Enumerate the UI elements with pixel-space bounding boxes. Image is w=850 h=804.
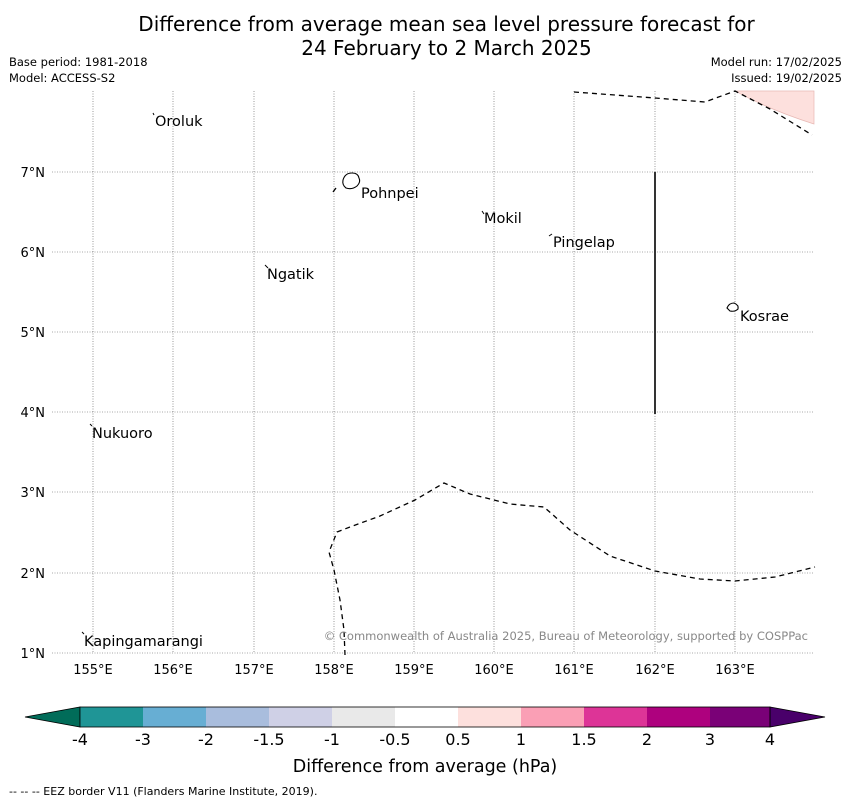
model-run: Model run: 17/02/2025 (710, 55, 842, 69)
colorbar-tick: -0.5 (379, 730, 410, 749)
chart-title: Difference from average mean sea level p… (0, 12, 850, 60)
colorbar-segment (269, 707, 332, 727)
islands (342, 172, 739, 312)
colorbar-tick: -4 (72, 730, 88, 749)
longitude-labels: 155°E 156°E 157°E 158°E 159°E 160°E 161°… (73, 663, 755, 678)
place-labels: Oroluk Pohnpei Mokil Pingelap Ngatik Kos… (84, 114, 789, 650)
base-period: Base period: 1981-2018 (9, 55, 148, 69)
colorbar-segment (206, 707, 269, 727)
lat-label: 2°N (21, 567, 46, 582)
colorbar-high-extension (769, 706, 826, 728)
colorbar-segment (332, 707, 395, 727)
place-kapingamarangi: Kapingamarangi (84, 634, 203, 650)
colorbar-tick: 3 (705, 730, 715, 749)
place-mokil: Mokil (484, 211, 522, 227)
atoll-marks (81, 112, 553, 635)
meta-left: Base period: 1981-2018 Model: ACCESS-S2 (9, 54, 148, 86)
place-ngatik: Ngatik (267, 267, 315, 283)
place-pingelap: Pingelap (553, 235, 615, 251)
lat-label: 4°N (21, 406, 46, 421)
colorbar-tick-labels: -4 -3 -2 -1.5 -1 -0.5 0.5 1 1.5 2 3 4 (72, 730, 775, 749)
place-oroluk: Oroluk (155, 114, 203, 130)
title-line-2: 24 February to 2 March 2025 (301, 36, 592, 60)
lon-label: 159°E (394, 663, 434, 678)
colorbar-tick: 2 (642, 730, 652, 749)
colorbar-outline (79, 706, 771, 728)
colorbar-segment (143, 707, 206, 727)
colorbar-segment (647, 707, 710, 727)
colorbar-segment (80, 707, 143, 727)
colorbar-tick: 0.5 (445, 730, 470, 749)
title-line-1: Difference from average mean sea level p… (138, 12, 755, 36)
map-panel: Oroluk Pohnpei Mokil Pingelap Ngatik Kos… (21, 90, 816, 678)
lon-label: 158°E (314, 663, 354, 678)
colorbar-label: Difference from average (hPa) (293, 757, 558, 777)
model-name: Model: ACCESS-S2 (9, 71, 116, 85)
pohnpei-island-shape (342, 172, 361, 190)
lon-label: 163°E (715, 663, 755, 678)
lon-label: 155°E (73, 663, 113, 678)
copyright-note: © Commonwealth of Australia 2025, Bureau… (324, 629, 808, 643)
colorbar-tick: 1.5 (571, 730, 596, 749)
lat-label: 6°N (21, 246, 46, 261)
latitude-labels: 7°N 6°N 5°N 4°N 3°N 2°N 1°N (21, 166, 46, 662)
lon-label: 161°E (554, 663, 594, 678)
graticule (52, 91, 814, 654)
colorbar-low-extension (24, 706, 81, 728)
lon-label: 162°E (635, 663, 675, 678)
lon-label: 156°E (153, 663, 193, 678)
place-pohnpei: Pohnpei (361, 186, 419, 202)
lon-label: 160°E (474, 663, 514, 678)
colorbar-segment (584, 707, 647, 727)
meta-right: Model run: 17/02/2025 Issued: 19/02/2025 (711, 54, 842, 86)
colorbar-tick: -2 (198, 730, 214, 749)
lon-label: 157°E (234, 663, 274, 678)
colorbar-tick: -1 (324, 730, 340, 749)
colorbar-tick: 1 (516, 730, 526, 749)
colorbar-tick: 4 (765, 730, 775, 749)
eez-footnote: -- -- -- EEZ border V11 (Flanders Marine… (9, 785, 318, 798)
kosrae-island-shape (726, 302, 739, 312)
colorbar: -4 -3 -2 -1.5 -1 -0.5 0.5 1 1.5 2 3 4 Di… (24, 706, 826, 777)
issued-date: Issued: 19/02/2025 (731, 71, 842, 85)
colorbar-segment (395, 707, 458, 727)
positive-anomaly-area (734, 90, 815, 125)
lat-label: 1°N (21, 647, 46, 662)
colorbar-tick: -1.5 (253, 730, 284, 749)
place-nukuoro: Nukuoro (92, 426, 153, 442)
colorbar-segment (458, 707, 521, 727)
colorbar-segment (710, 707, 770, 727)
lat-label: 5°N (21, 326, 46, 341)
lat-label: 3°N (21, 486, 46, 501)
colorbar-tick: -3 (135, 730, 151, 749)
colorbar-segment (521, 707, 584, 727)
eez-borders (328, 90, 816, 656)
lat-label: 7°N (21, 166, 46, 181)
place-kosrae: Kosrae (740, 309, 789, 325)
